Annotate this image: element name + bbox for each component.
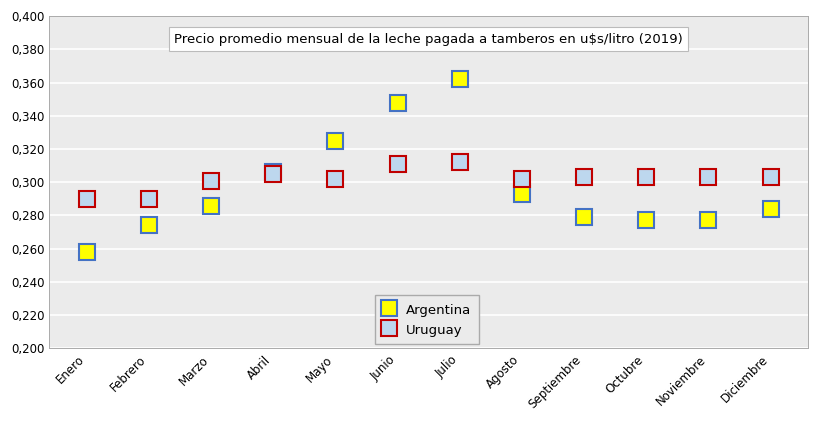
Uruguay bbox=[206, 178, 216, 183]
Argentina bbox=[392, 100, 402, 105]
Uruguay bbox=[517, 176, 527, 181]
Argentina bbox=[579, 215, 589, 220]
Uruguay bbox=[269, 171, 278, 176]
Argentina bbox=[517, 191, 527, 196]
Uruguay bbox=[331, 176, 341, 181]
Argentina bbox=[455, 77, 464, 82]
Line: Uruguay: Uruguay bbox=[79, 155, 778, 206]
Uruguay bbox=[144, 196, 154, 201]
Uruguay bbox=[766, 175, 776, 180]
Argentina bbox=[206, 203, 216, 208]
Line: Argentina: Argentina bbox=[79, 72, 778, 260]
Argentina bbox=[269, 170, 278, 175]
Argentina bbox=[331, 138, 341, 143]
Uruguay bbox=[704, 175, 713, 180]
Uruguay bbox=[579, 175, 589, 180]
Argentina bbox=[82, 249, 92, 254]
Argentina bbox=[641, 218, 651, 223]
Argentina bbox=[704, 218, 713, 223]
Uruguay bbox=[82, 196, 92, 201]
Uruguay bbox=[392, 162, 402, 167]
Uruguay bbox=[641, 175, 651, 180]
Argentina bbox=[144, 223, 154, 228]
Text: Precio promedio mensual de la leche pagada a tamberos en u$s/litro (2019): Precio promedio mensual de la leche paga… bbox=[174, 33, 683, 46]
Argentina bbox=[766, 206, 776, 211]
Legend: Argentina, Uruguay: Argentina, Uruguay bbox=[374, 295, 479, 344]
Uruguay bbox=[455, 160, 464, 165]
